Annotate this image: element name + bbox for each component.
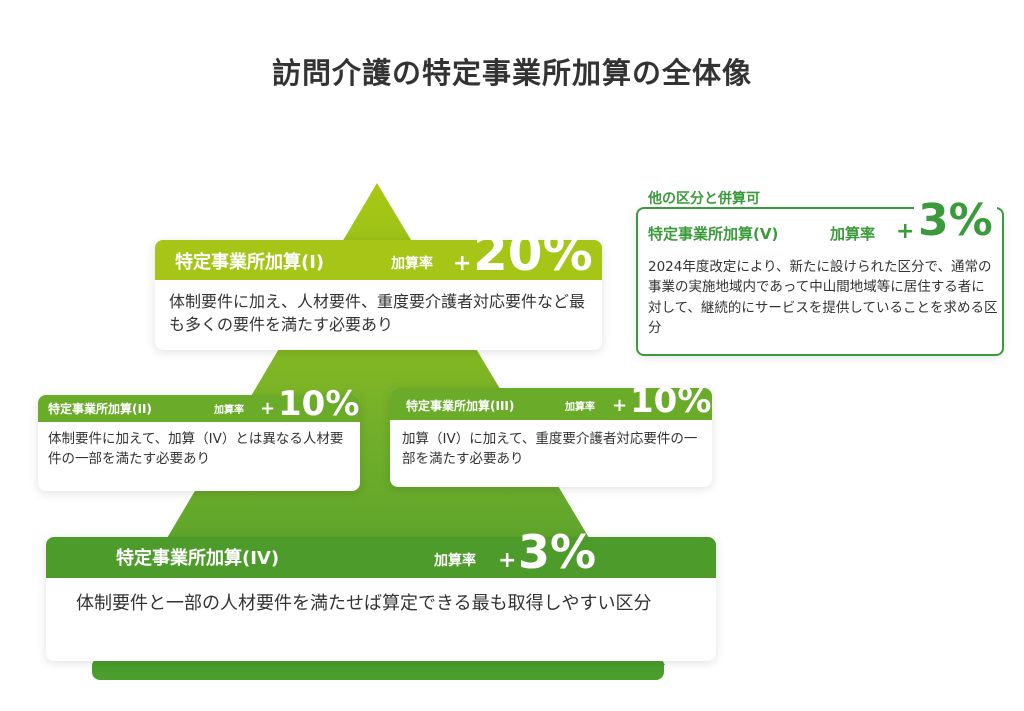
tier-1-desc: 体制要件に加え、人材要件、重度要介護者対応要件など最も多くの要件を満たす必要あり	[169, 292, 586, 335]
rate-label: 加算率	[830, 225, 876, 243]
plus-sign: +	[260, 398, 276, 419]
page-title: 訪問介護の特定事業所加算の全体像	[271, 56, 752, 90]
rate-label: 加算率	[434, 553, 476, 569]
rate-label: 加算率	[214, 405, 244, 416]
tier-4-card: 特定事業所加算(IV) 加算率 + 3% 体制要件と一部の人材要件を満たせば算定…	[46, 529, 716, 661]
tier-4-name: 特定事業所加算(IV)	[116, 548, 280, 569]
tier-5-rate: 3%	[914, 196, 997, 246]
tier-3-card: 特定事業所加算(III) 加算率 + 10% 加算（IV）に加えて、重度要介護者…	[390, 384, 712, 487]
rate-label: 加算率	[391, 256, 433, 272]
tier-3-name: 特定事業所加算(III)	[406, 399, 515, 413]
tier-2-card: 特定事業所加算(II) 加算率 + 10% 体制要件に加えて、加算（IV）とは異…	[38, 387, 360, 491]
combinable-tag: 他の区分と併算可	[648, 191, 760, 207]
plus-sign: +	[453, 251, 472, 276]
plus-sign: +	[896, 219, 915, 244]
plus-sign: +	[612, 395, 628, 416]
tier-4-rate: 3%	[518, 525, 597, 579]
tier-1-card: 特定事業所加算(I) 加算率 + 20% 体制要件に加え、人材要件、重度要介護者…	[155, 228, 602, 350]
tier-2-header: 特定事業所加算(II) 加算率 + 10%	[38, 387, 360, 422]
tier-4-header: 特定事業所加算(IV) 加算率 + 3%	[46, 529, 716, 578]
rate-label: 加算率	[565, 402, 595, 413]
tier-3-header: 特定事業所加算(III) 加算率 + 10%	[390, 384, 712, 420]
plus-sign: +	[498, 548, 517, 573]
tier-2-name: 特定事業所加算(II)	[48, 402, 152, 416]
tier-1-header: 特定事業所加算(I) 加算率 + 20%	[155, 228, 602, 280]
tier-5-desc: 2024年度改定により、新たに設けられた区分で、通常の事業の実施地域内であって中…	[648, 259, 998, 336]
tier-3-rate: 10%	[630, 381, 712, 421]
tier-2-rate: 10%	[278, 384, 360, 424]
tier-1-rate: 20%	[473, 224, 593, 282]
tier-5-name: 特定事業所加算(V)	[648, 225, 779, 243]
tier-2-desc: 体制要件に加えて、加算（IV）とは異なる人材要件の一部を満たす必要あり	[48, 431, 344, 467]
tier-5-card: 特定事業所加算(V) 加算率 + 3% 2024年度改定により、新たに設けられた…	[636, 196, 1004, 356]
tier-1-name: 特定事業所加算(I)	[175, 252, 325, 273]
tier-3-desc: 加算（IV）に加えて、重度要介護者対応要件の一部を満たす必要あり	[402, 431, 698, 467]
tier-4-desc: 体制要件と一部の人材要件を満たせば算定できる最も取得しやすい区分	[76, 593, 652, 614]
pyramid-base	[92, 658, 664, 680]
